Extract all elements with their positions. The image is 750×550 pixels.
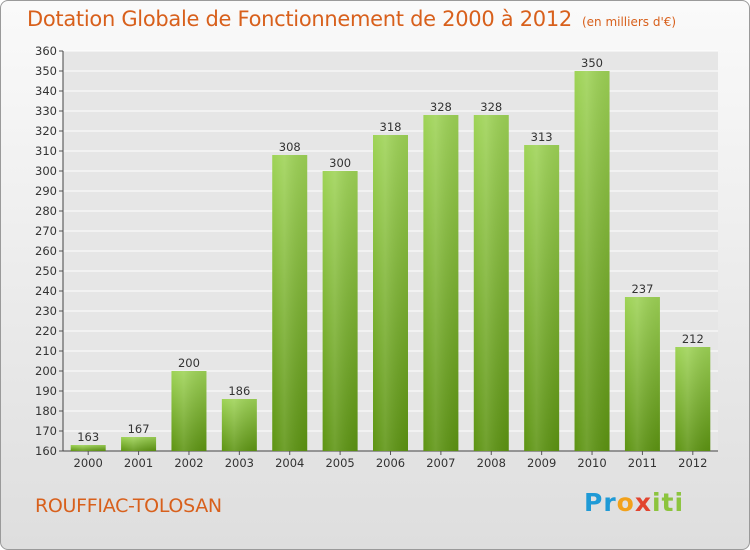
bar-value-label: 167 xyxy=(128,422,150,436)
y-tick-label: 220 xyxy=(35,324,57,338)
bar-value-label: 237 xyxy=(631,282,653,296)
bar-sheen xyxy=(121,437,157,451)
bar-sheen xyxy=(473,115,509,451)
bar-sheen xyxy=(272,155,308,451)
bar-value-label: 308 xyxy=(279,140,301,154)
y-tick-label: 240 xyxy=(35,284,57,298)
y-tick-label: 310 xyxy=(35,144,57,158)
x-tick-label: 2007 xyxy=(426,456,455,470)
bar-sheen xyxy=(373,135,408,451)
y-tick-label: 160 xyxy=(35,444,57,458)
x-tick-label: 2010 xyxy=(577,456,606,470)
x-tick-label: 2008 xyxy=(477,456,506,470)
y-tick-label: 350 xyxy=(35,64,57,78)
y-tick-label: 330 xyxy=(35,104,57,118)
x-tick-label: 2006 xyxy=(376,456,405,470)
bar-sheen xyxy=(574,71,610,451)
chart-title: Dotation Globale de Fonctionnement de 20… xyxy=(27,7,676,31)
x-tick-label: 2004 xyxy=(275,456,304,470)
bar-sheen xyxy=(70,445,106,451)
x-tick-label: 2002 xyxy=(174,456,203,470)
bar-value-label: 163 xyxy=(77,430,99,444)
bar-value-label: 318 xyxy=(380,120,402,134)
commune-name: ROUFFIAC-TOLOSAN xyxy=(35,495,222,517)
x-tick-label: 2011 xyxy=(628,456,657,470)
bar-sheen xyxy=(171,371,207,451)
y-tick-label: 170 xyxy=(35,424,57,438)
y-tick-label: 340 xyxy=(35,84,57,98)
bar-value-label: 212 xyxy=(682,332,704,346)
y-tick-label: 300 xyxy=(35,164,57,178)
x-tick-label: 2001 xyxy=(124,456,153,470)
y-tick-label: 180 xyxy=(35,404,57,418)
y-tick-label: 210 xyxy=(35,344,57,358)
proxiti-logo[interactable]: Proxiti xyxy=(584,488,685,517)
x-tick-label: 2012 xyxy=(678,456,707,470)
bar-sheen xyxy=(423,115,459,451)
bar-value-label: 350 xyxy=(581,56,603,70)
bar-value-label: 328 xyxy=(430,100,452,114)
bar-value-label: 313 xyxy=(531,130,553,144)
bar-sheen xyxy=(322,171,358,451)
chart-unit: (en milliers d'€) xyxy=(581,15,677,29)
bar-sheen xyxy=(624,297,660,451)
y-tick-label: 360 xyxy=(35,44,57,58)
bar-value-label: 300 xyxy=(329,156,351,170)
y-tick-label: 320 xyxy=(35,124,57,138)
chart-title-text: Dotation Globale de Fonctionnement de 20… xyxy=(27,7,572,31)
x-tick-label: 2009 xyxy=(527,456,556,470)
x-tick-label: 2000 xyxy=(74,456,103,470)
bar-value-label: 328 xyxy=(480,100,502,114)
y-tick-label: 190 xyxy=(35,384,57,398)
y-tick-label: 260 xyxy=(35,244,57,258)
y-tick-label: 200 xyxy=(35,364,57,378)
y-tick-label: 230 xyxy=(35,304,57,318)
bar-value-label: 200 xyxy=(178,356,200,370)
bar-value-label: 186 xyxy=(228,384,250,398)
x-tick-label: 2003 xyxy=(225,456,254,470)
bar-sheen xyxy=(221,399,257,451)
y-tick-label: 290 xyxy=(35,184,57,198)
y-tick-label: 280 xyxy=(35,204,57,218)
bar-sheen xyxy=(524,145,560,451)
y-tick-label: 250 xyxy=(35,264,57,278)
x-tick-label: 2005 xyxy=(325,456,354,470)
bar-sheen xyxy=(675,347,711,451)
y-tick-label: 270 xyxy=(35,224,57,238)
